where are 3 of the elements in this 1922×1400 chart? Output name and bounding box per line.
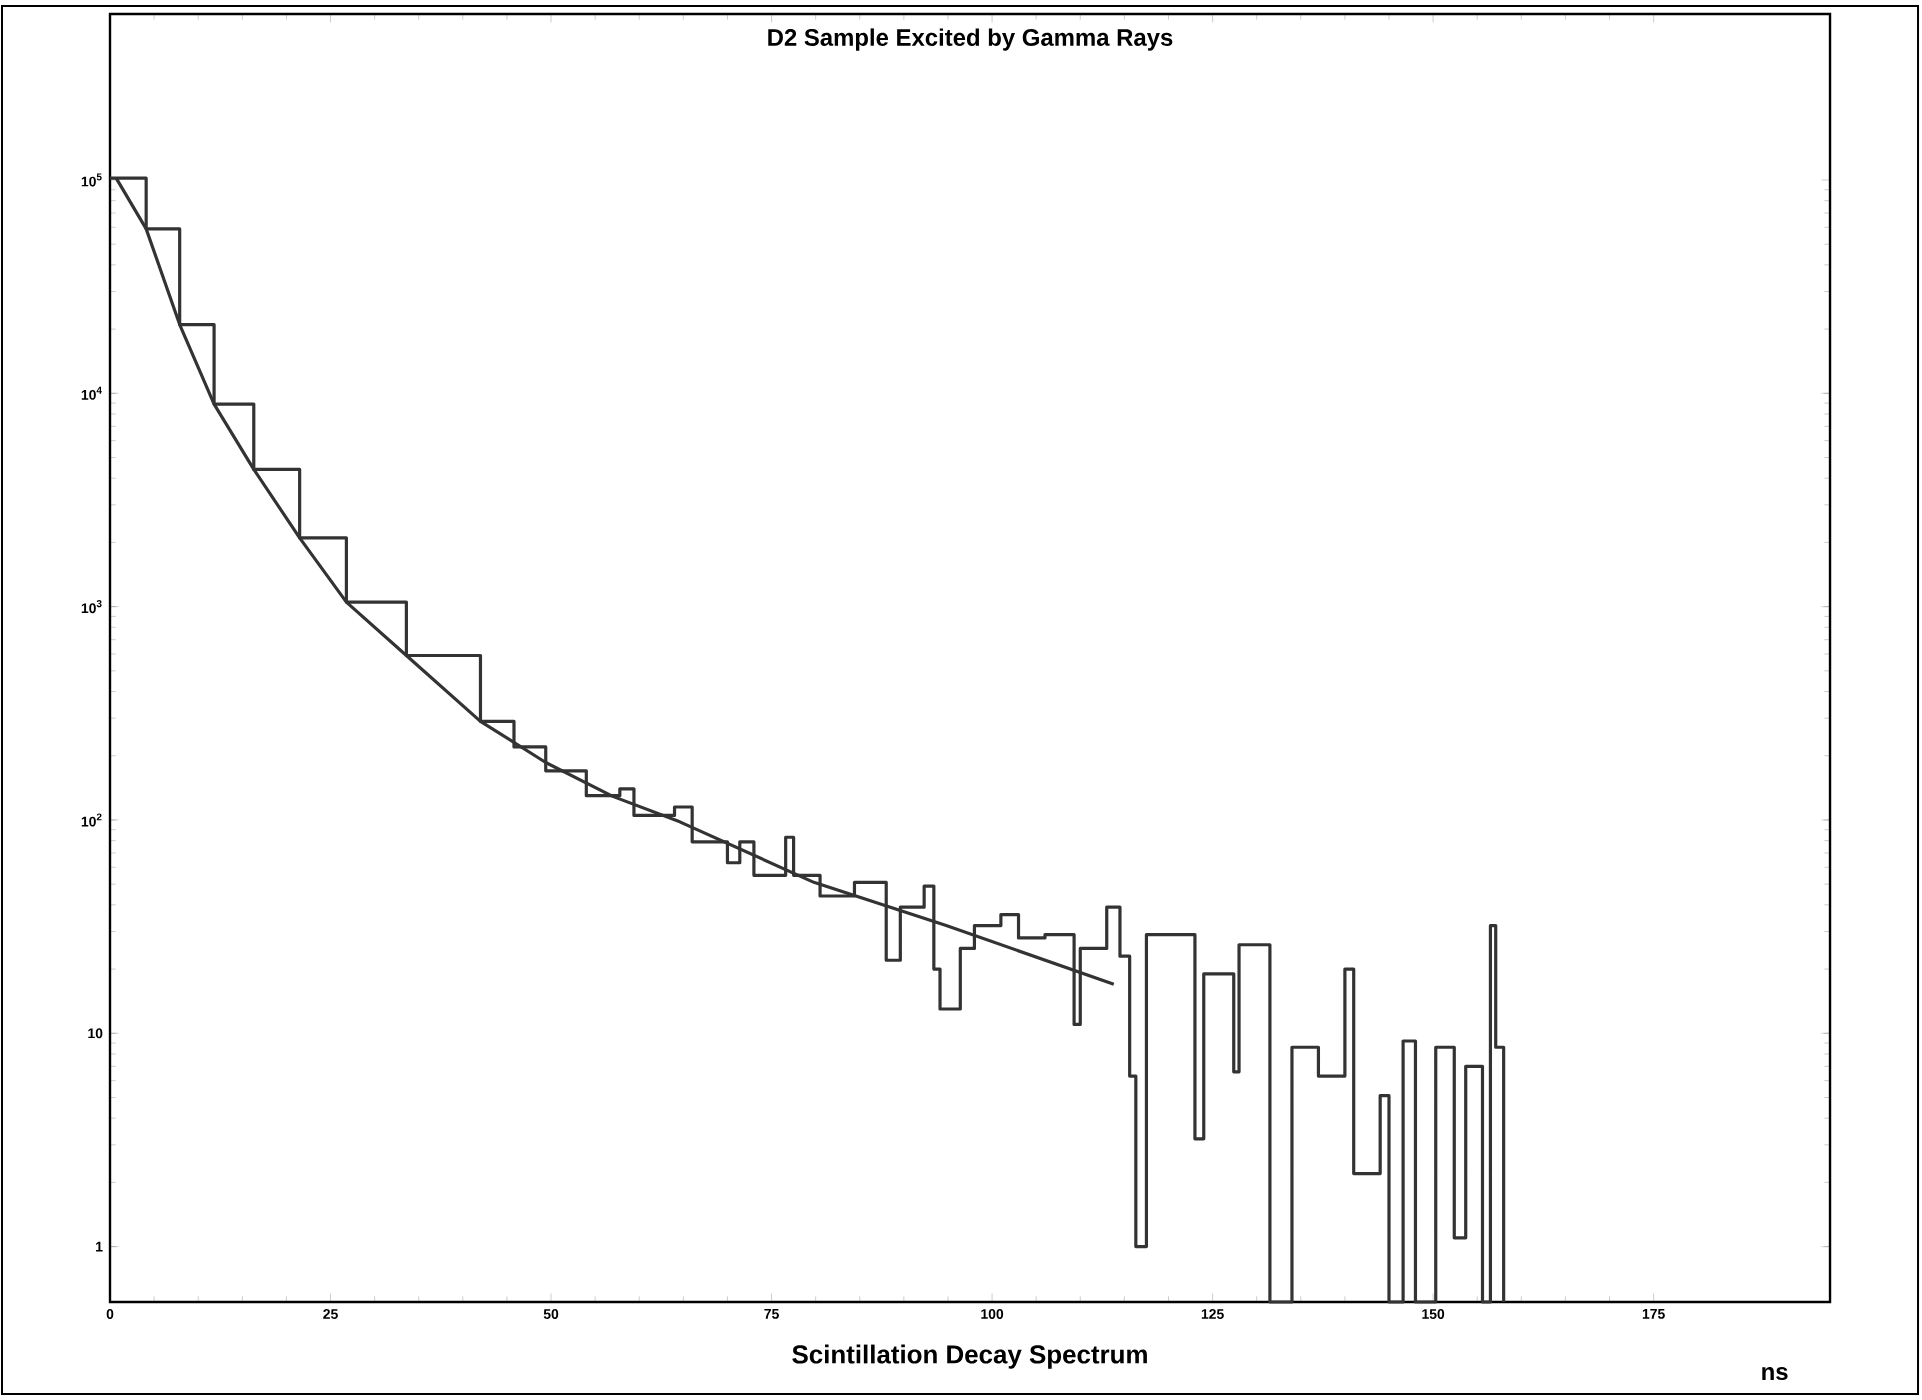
x-axis-title: Scintillation Decay Spectrum	[792, 1344, 1147, 1369]
text: D2 Sample Excited by Gamma Rays	[768, 28, 1173, 51]
text: ns	[1762, 1367, 1788, 1381]
